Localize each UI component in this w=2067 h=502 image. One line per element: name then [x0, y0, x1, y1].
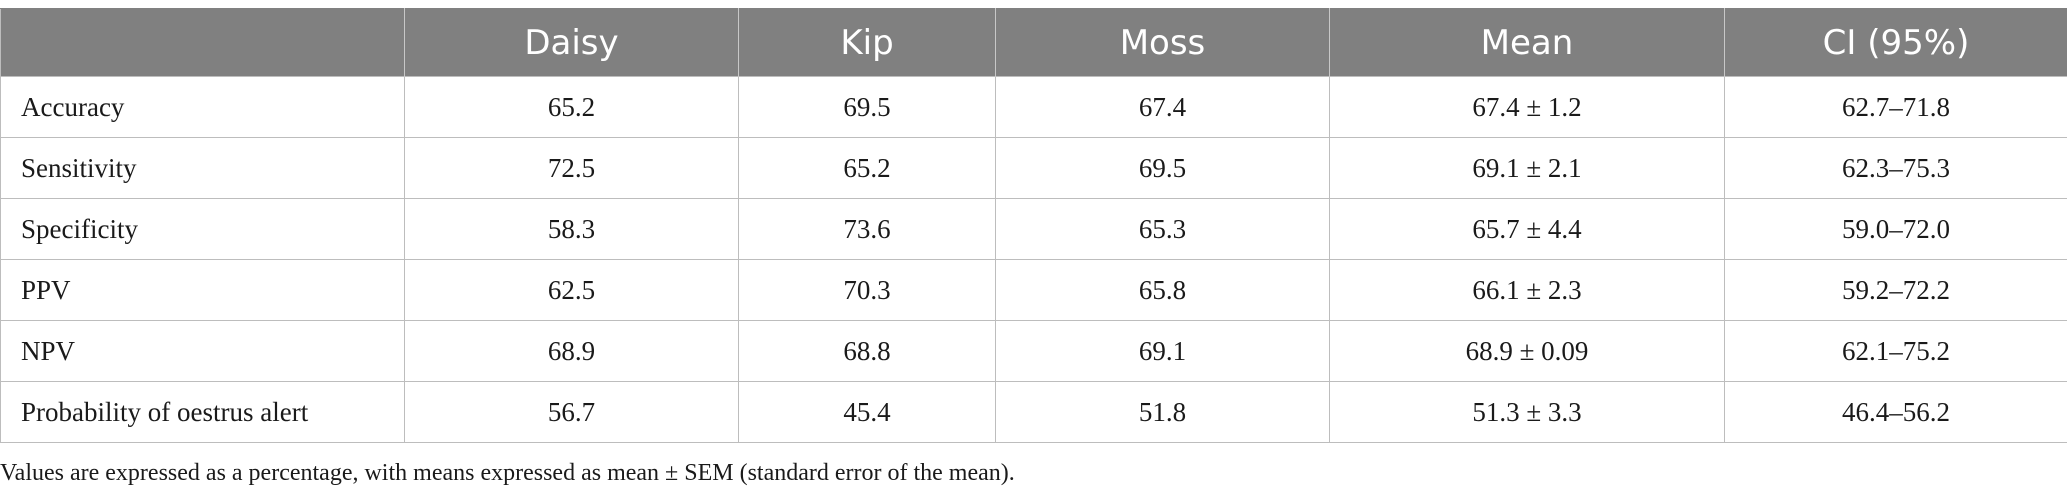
table-cell: 69.5: [738, 76, 996, 138]
table-cell: 46.4–56.2: [1724, 381, 2067, 443]
table-cell: 65.3: [995, 198, 1330, 260]
header-cell-moss: Moss: [995, 8, 1330, 77]
table-header: Daisy Kip Moss Mean CI (95%): [0, 8, 2067, 77]
results-table: Daisy Kip Moss Mean CI (95%) Accuracy 65…: [0, 8, 2067, 443]
table-cell: 65.2: [738, 137, 996, 199]
table-cell: 73.6: [738, 198, 996, 260]
table-cell: 65.7 ± 4.4: [1329, 198, 1725, 260]
row-label: Specificity: [0, 198, 405, 260]
table-cell: 62.3–75.3: [1724, 137, 2067, 199]
table-cell: 68.9: [404, 320, 739, 382]
table-cell: 69.5: [995, 137, 1330, 199]
table-cell: 51.8: [995, 381, 1330, 443]
table-row: PPV 62.5 70.3 65.8 66.1 ± 2.3 59.2–72.2: [0, 259, 2067, 321]
table-cell: 70.3: [738, 259, 996, 321]
table-cell: 66.1 ± 2.3: [1329, 259, 1725, 321]
table-row: Accuracy 65.2 69.5 67.4 67.4 ± 1.2 62.7–…: [0, 76, 2067, 138]
table-row: Probability of oestrus alert 56.7 45.4 5…: [0, 381, 2067, 443]
table-cell: 65.2: [404, 76, 739, 138]
table-cell: 56.7: [404, 381, 739, 443]
row-label: PPV: [0, 259, 405, 321]
table-row: Sensitivity 72.5 65.2 69.5 69.1 ± 2.1 62…: [0, 137, 2067, 199]
table-cell: 62.1–75.2: [1724, 320, 2067, 382]
table-cell: 67.4 ± 1.2: [1329, 76, 1725, 138]
table-cell: 68.9 ± 0.09: [1329, 320, 1725, 382]
header-cell-mean: Mean: [1329, 8, 1725, 77]
table-cell: 59.0–72.0: [1724, 198, 2067, 260]
table-cell: 69.1: [995, 320, 1330, 382]
table-cell: 45.4: [738, 381, 996, 443]
table-cell: 72.5: [404, 137, 739, 199]
table-cell: 65.8: [995, 259, 1330, 321]
table-cell: 58.3: [404, 198, 739, 260]
header-cell-ci: CI (95%): [1724, 8, 2067, 77]
row-label: Sensitivity: [0, 137, 405, 199]
header-cell-daisy: Daisy: [404, 8, 739, 77]
header-cell-kip: Kip: [738, 8, 996, 77]
table-cell: 62.7–71.8: [1724, 76, 2067, 138]
header-row: Daisy Kip Moss Mean CI (95%): [0, 8, 2067, 77]
table-cell: 67.4: [995, 76, 1330, 138]
table-cell: 51.3 ± 3.3: [1329, 381, 1725, 443]
row-label: Accuracy: [0, 76, 405, 138]
table-cell: 68.8: [738, 320, 996, 382]
table-footnote: Values are expressed as a percentage, wi…: [0, 460, 1015, 486]
header-cell-label: [0, 8, 405, 77]
table-cell: 59.2–72.2: [1724, 259, 2067, 321]
row-label: NPV: [0, 320, 405, 382]
table-cell: 62.5: [404, 259, 739, 321]
table-row: NPV 68.9 68.8 69.1 68.9 ± 0.09 62.1–75.2: [0, 320, 2067, 382]
table-row: Specificity 58.3 73.6 65.3 65.7 ± 4.4 59…: [0, 198, 2067, 260]
table-body: Accuracy 65.2 69.5 67.4 67.4 ± 1.2 62.7–…: [0, 76, 2067, 443]
results-table-container: Daisy Kip Moss Mean CI (95%) Accuracy 65…: [0, 8, 2067, 443]
table-cell: 69.1 ± 2.1: [1329, 137, 1725, 199]
row-label: Probability of oestrus alert: [0, 381, 405, 443]
